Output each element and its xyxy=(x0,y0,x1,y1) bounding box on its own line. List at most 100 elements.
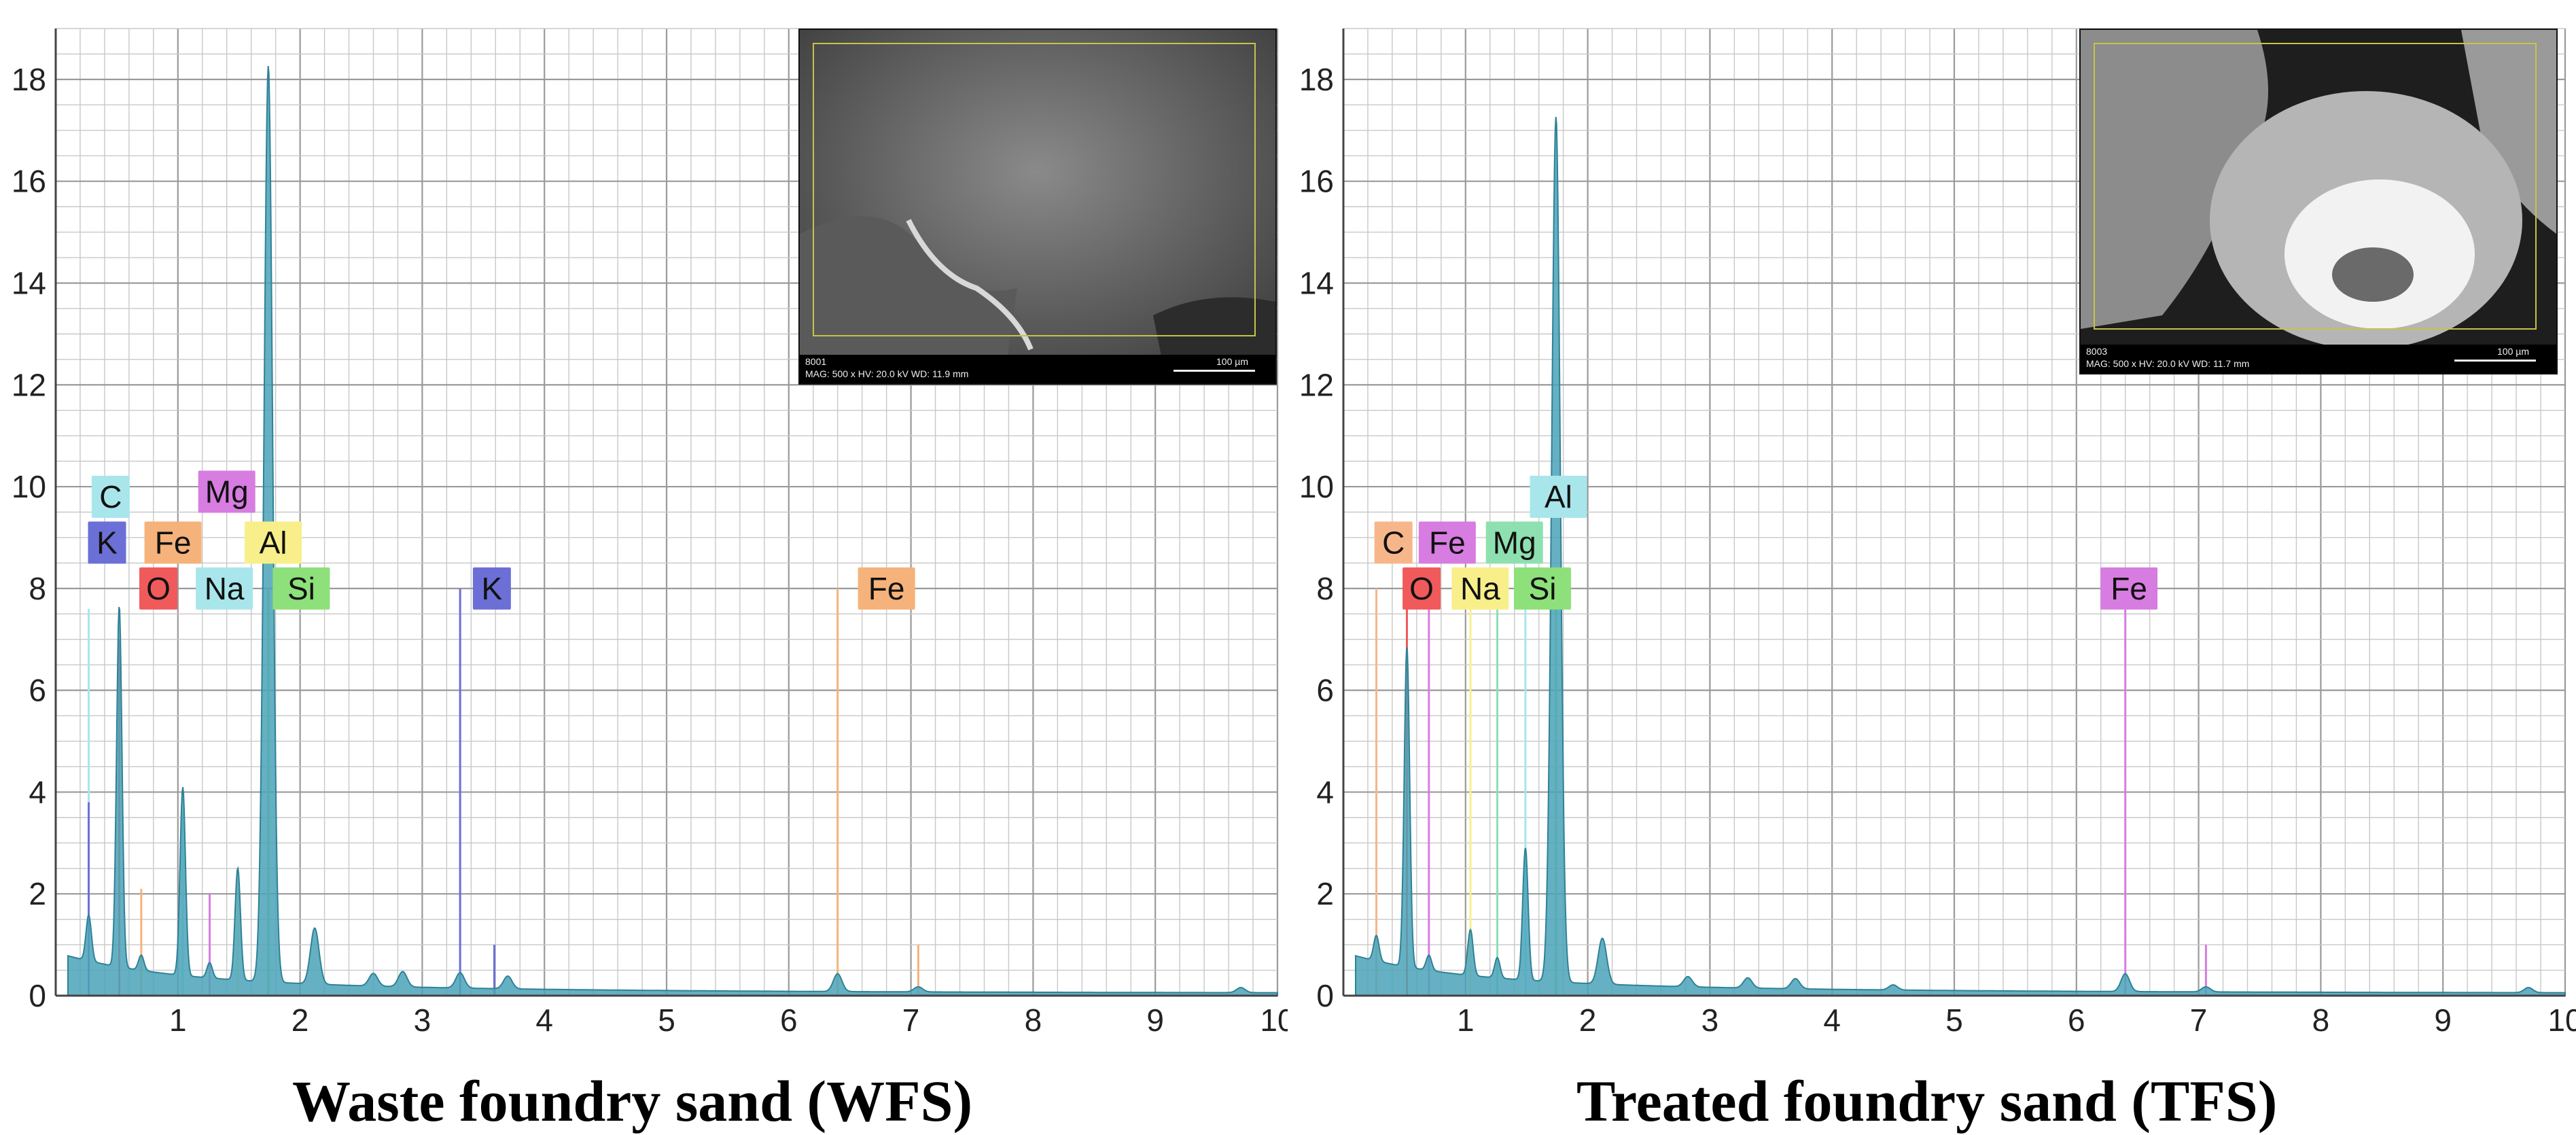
spectrum-area xyxy=(67,66,1278,996)
element-label-text: C xyxy=(99,479,122,514)
element-label-k: K xyxy=(472,567,511,610)
element-label-o: O xyxy=(139,567,178,610)
sem-image-tfs: 8003 MAG: 500 x HV: 20.0 kV WD: 11.7 mm … xyxy=(2079,29,2558,374)
y-tick-label: 18 xyxy=(1299,62,1334,97)
y-tick-label: 16 xyxy=(12,164,46,199)
element-label-al: Al xyxy=(245,521,302,564)
element-label-fe: Fe xyxy=(1418,521,1476,564)
element-label-text: Na xyxy=(1460,571,1500,606)
x-tick-label: 4 xyxy=(1823,1002,1841,1038)
x-tick-label: 7 xyxy=(902,1002,920,1038)
element-label-k: K xyxy=(88,521,126,564)
element-label-bg xyxy=(196,567,253,610)
x-tick-label: 8 xyxy=(1025,1002,1042,1038)
x-tick-label: 4 xyxy=(535,1002,553,1038)
sem-texture-icon xyxy=(800,30,1275,383)
y-tick-label: 0 xyxy=(29,978,46,1013)
axes xyxy=(1342,29,2565,997)
spectrum-area xyxy=(1354,117,2566,996)
grid xyxy=(54,28,1279,997)
x-tick-label: 5 xyxy=(1945,1002,1963,1038)
x-tick-label: 3 xyxy=(414,1002,431,1038)
element-label-text: Fe xyxy=(868,571,905,606)
y-tick-label: 18 xyxy=(12,62,46,97)
y-tick-label: 8 xyxy=(1316,571,1334,606)
element-label-o: O xyxy=(1402,567,1441,610)
element-label-bg xyxy=(88,521,126,564)
element-label-text: O xyxy=(146,571,171,606)
y-tick-label: 8 xyxy=(29,571,46,606)
element-label-bg xyxy=(245,521,302,564)
x-tick-label: 10 xyxy=(2547,1002,2576,1038)
element-label-bg xyxy=(1402,567,1441,610)
element-label-c: C xyxy=(1374,521,1413,564)
y-tick-label: 2 xyxy=(1316,876,1334,911)
element-label-bg xyxy=(1485,521,1543,564)
y-tick-label: 12 xyxy=(1299,367,1334,402)
y-tick-label: 6 xyxy=(29,673,46,708)
element-label-bg xyxy=(858,567,915,610)
caption-tfs: Treated foundry sand (TFS) xyxy=(1576,1068,2278,1134)
x-tick-label: 6 xyxy=(780,1002,798,1038)
element-label-bg xyxy=(472,567,511,610)
y-tick-label: 4 xyxy=(1316,774,1334,809)
y-tick-label: 2 xyxy=(29,876,46,911)
x-tick-label: 2 xyxy=(292,1002,309,1038)
element-label-al: Al xyxy=(1530,476,1587,519)
sem-params: MAG: 500 x HV: 20.0 kV WD: 11.9 mm xyxy=(805,368,969,379)
sem-id: 8003 xyxy=(2086,346,2108,357)
x-tick-label: 9 xyxy=(2434,1002,2452,1038)
element-label-bg xyxy=(1530,476,1587,519)
element-label-bg xyxy=(1374,521,1413,564)
x-tick-label: 5 xyxy=(658,1002,675,1038)
x-tick-label: 1 xyxy=(1457,1002,1475,1038)
element-label-bg xyxy=(198,470,255,513)
element-label-bg xyxy=(1418,521,1476,564)
x-tick-label: 7 xyxy=(2190,1002,2208,1038)
sem-texture-icon xyxy=(2081,30,2556,373)
element-label-bg xyxy=(144,521,202,564)
scale-bar-icon xyxy=(1174,370,1255,372)
element-label-text: Fe xyxy=(1429,525,1466,560)
element-label-text: Mg xyxy=(205,474,249,510)
element-label-fe: Fe xyxy=(144,521,202,564)
element-label-bg xyxy=(139,567,178,610)
sem-scale-label: 100 µm xyxy=(2497,346,2529,357)
element-label-text: Na xyxy=(205,571,245,606)
element-label-text: Mg xyxy=(1493,525,1536,560)
y-tick-label: 12 xyxy=(12,367,46,402)
x-tick-label: 9 xyxy=(1146,1002,1164,1038)
y-tick-label: 14 xyxy=(12,265,46,300)
element-label-si: Si xyxy=(1514,567,1572,610)
element-label-text: Al xyxy=(1545,479,1572,514)
spectrum xyxy=(1354,117,2566,996)
y-tick-label: 10 xyxy=(1299,469,1334,504)
element-label-text: K xyxy=(96,525,118,560)
element-label-si: Si xyxy=(272,567,330,610)
element-label-fe: Fe xyxy=(2100,567,2158,610)
axes xyxy=(54,29,1277,997)
y-tick-label: 6 xyxy=(1316,673,1334,708)
sem-image-wfs: 8001 MAG: 500 x HV: 20.0 kV WD: 11.9 mm … xyxy=(798,29,1277,385)
element-labels: Al C Fe Mg O Na Si Fe xyxy=(1374,476,2158,610)
element-label-bg xyxy=(272,567,330,610)
element-label-text: Al xyxy=(260,525,287,560)
sem-params: MAG: 500 x HV: 20.0 kV WD: 11.7 mm xyxy=(2086,358,2250,369)
element-label-bg xyxy=(1451,567,1509,610)
element-label-c: C xyxy=(91,476,130,519)
element-label-text: C xyxy=(1382,525,1405,560)
element-label-bg xyxy=(91,476,130,519)
element-label-text: K xyxy=(482,571,503,606)
y-tick-label: 4 xyxy=(29,774,46,809)
spectrum xyxy=(67,66,1278,996)
x-tick-label: 6 xyxy=(2068,1002,2085,1038)
scale-bar-icon xyxy=(2454,360,2536,362)
x-tick-label: 2 xyxy=(1579,1002,1597,1038)
element-label-bg xyxy=(1514,567,1572,610)
element-label-text: O xyxy=(1409,571,1434,606)
element-label-text: Fe xyxy=(155,525,192,560)
element-label-na: Na xyxy=(196,567,253,610)
